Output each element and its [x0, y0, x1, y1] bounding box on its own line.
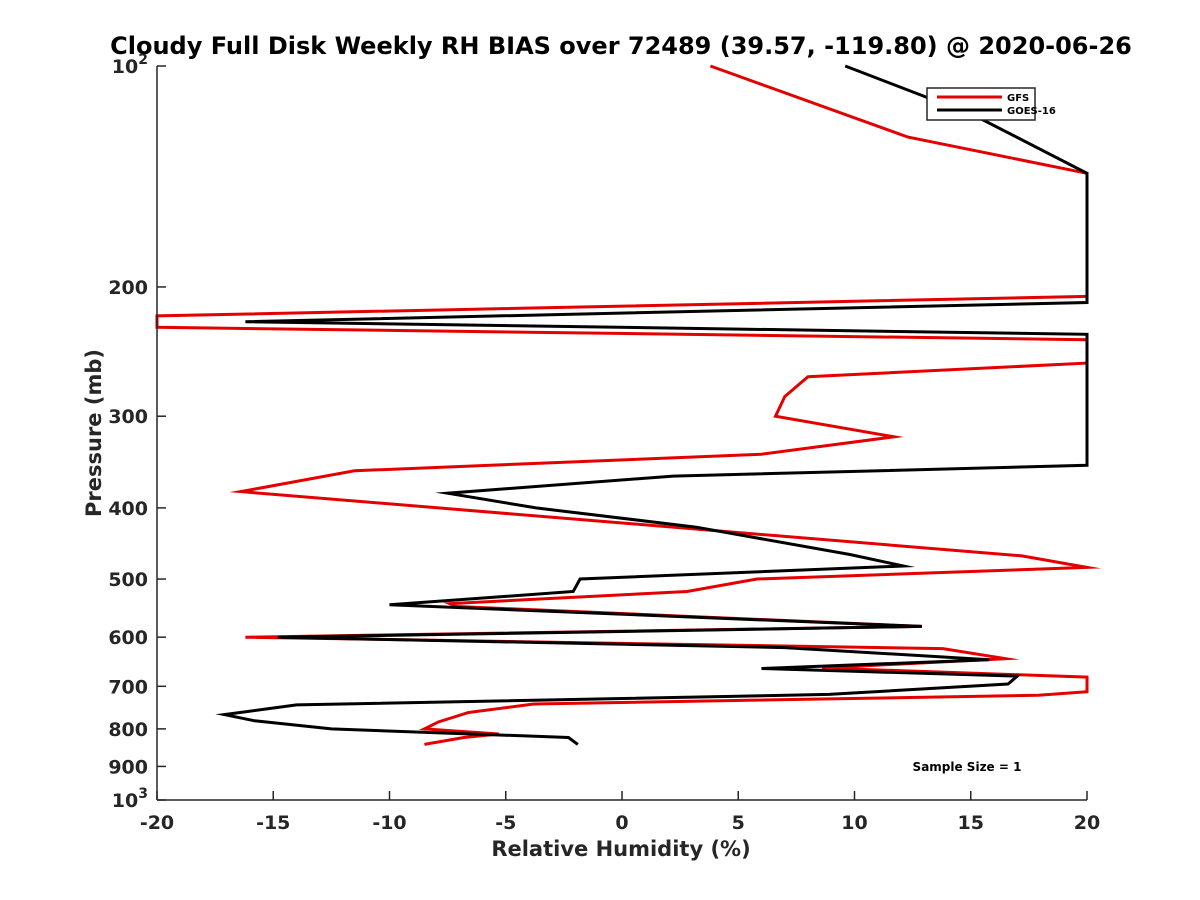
- y-tick-labels: 102 200 300 400 500 600 700 800 900 103: [108, 52, 148, 812]
- y-tick-label: 900: [108, 756, 148, 778]
- legend-box: [926, 87, 1036, 121]
- x-tick-label: 0: [615, 812, 628, 834]
- x-tick-label: 10: [841, 812, 867, 834]
- y-tick-label: 800: [108, 719, 148, 741]
- chart-title: Cloudy Full Disk Weekly RH BIAS over 724…: [110, 32, 1132, 60]
- legend-label: GOES-16: [1007, 106, 1056, 117]
- x-tick-label: -10: [372, 812, 406, 834]
- series-line-gfs: [155, 64, 1102, 746]
- x-tick-label: 20: [1074, 812, 1100, 834]
- x-tick-labels: -20 -15 -10 -5 0 5 10 15 20: [140, 812, 1100, 834]
- legend-label: GFS: [1007, 93, 1029, 104]
- x-tick-label: 15: [958, 812, 984, 834]
- axes-layer: [156, 65, 1088, 801]
- y-tick-label: 300: [108, 406, 148, 428]
- x-tick-label: 5: [732, 812, 745, 834]
- y-tick-label: 500: [108, 569, 148, 591]
- y-tick-label: 700: [108, 676, 148, 698]
- sample-size-note: Sample Size = 1: [913, 760, 1022, 774]
- series-line-goes-16: [215, 64, 1089, 746]
- x-tick-label: -15: [256, 812, 290, 834]
- y-tick-label: 600: [108, 627, 148, 649]
- y-axis-label: Pressure (mb): [82, 349, 106, 517]
- legend: GFS GOES-16: [926, 87, 1056, 121]
- y-tick-label: 200: [108, 277, 148, 299]
- plot-area: [157, 66, 1087, 800]
- x-tick-label: -5: [495, 812, 516, 834]
- y-tick-label: 103: [112, 786, 148, 812]
- y-tick-label: 400: [108, 498, 148, 520]
- x-axis-label: Relative Humidity (%): [491, 837, 750, 861]
- y-tick-label: 102: [112, 52, 148, 78]
- x-tick-label: -20: [140, 812, 174, 834]
- series-layer: [155, 64, 1102, 746]
